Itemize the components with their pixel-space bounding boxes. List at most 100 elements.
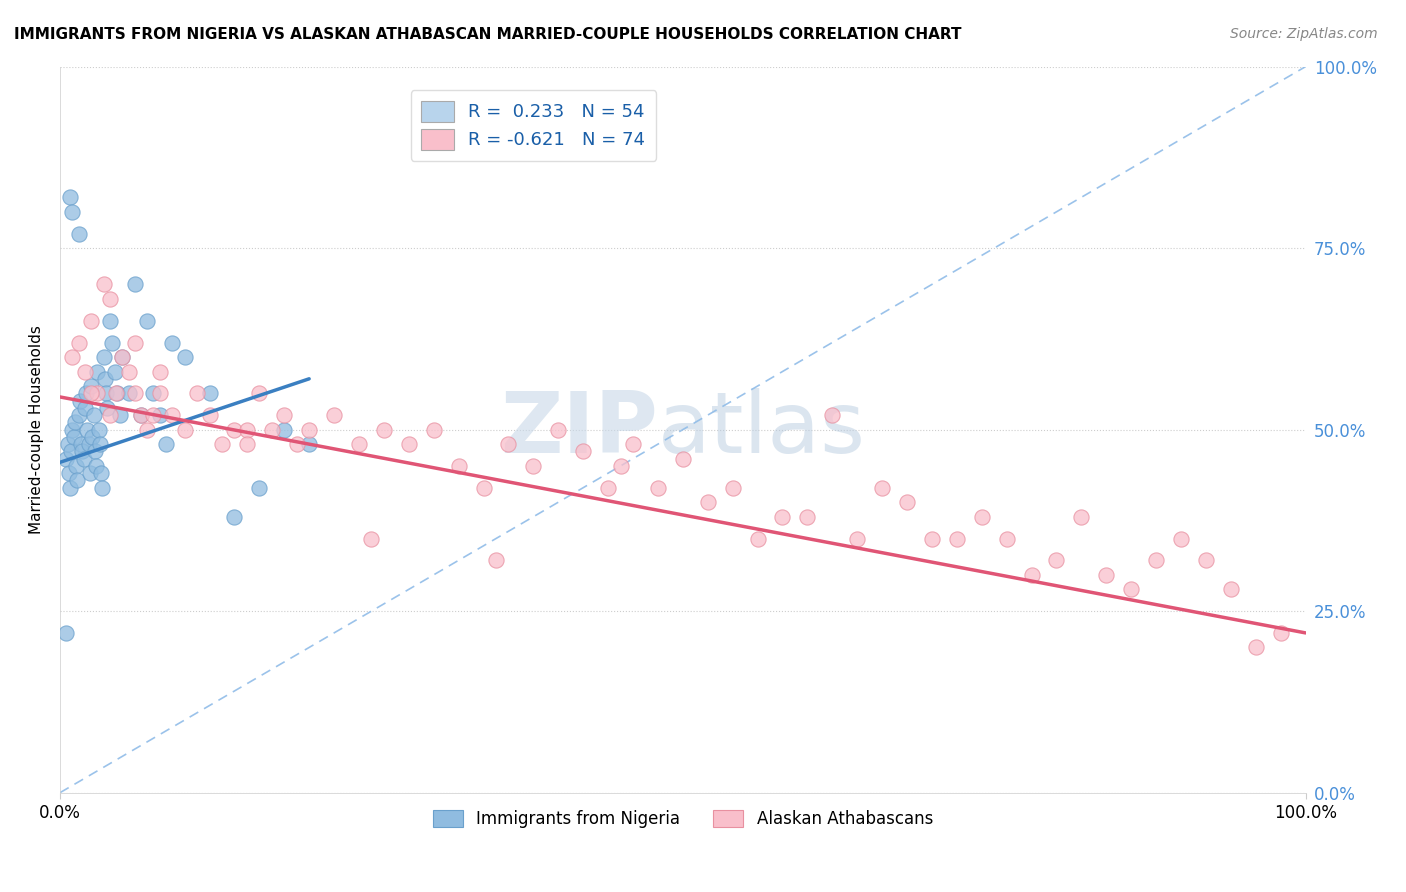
Point	[105, 386, 128, 401]
Text: ZIP: ZIP	[501, 388, 658, 471]
Point	[298, 437, 321, 451]
Point	[73, 365, 96, 379]
Point	[1021, 567, 1043, 582]
Point	[76, 423, 98, 437]
Point	[273, 423, 295, 437]
Point	[870, 481, 893, 495]
Point	[198, 386, 221, 401]
Point	[59, 190, 82, 204]
Point	[846, 532, 869, 546]
Point	[149, 365, 172, 379]
Point	[422, 423, 444, 437]
Point	[136, 423, 159, 437]
Point	[1121, 582, 1143, 597]
Point	[236, 423, 259, 437]
Point	[90, 466, 112, 480]
Point	[211, 437, 233, 451]
Text: IMMIGRANTS FROM NIGERIA VS ALASKAN ATHABASCAN MARRIED-COUPLE HOUSEHOLDS CORRELAT: IMMIGRANTS FROM NIGERIA VS ALASKAN ATHAB…	[14, 27, 962, 42]
Point	[921, 532, 943, 546]
Point	[1270, 626, 1292, 640]
Point	[398, 437, 420, 451]
Point	[117, 365, 139, 379]
Point	[98, 292, 121, 306]
Point	[173, 350, 195, 364]
Point	[1195, 553, 1218, 567]
Legend: Immigrants from Nigeria, Alaskan Athabascans: Immigrants from Nigeria, Alaskan Athabas…	[426, 804, 939, 835]
Point	[672, 451, 695, 466]
Point	[124, 335, 146, 350]
Point	[772, 509, 794, 524]
Point	[160, 335, 183, 350]
Point	[67, 408, 90, 422]
Point	[1070, 509, 1092, 524]
Point	[62, 204, 84, 219]
Point	[142, 386, 165, 401]
Point	[86, 386, 108, 401]
Point	[896, 495, 918, 509]
Point	[347, 437, 370, 451]
Point	[93, 350, 115, 364]
Point	[70, 437, 93, 451]
Point	[129, 408, 152, 422]
Point	[65, 458, 87, 473]
Point	[609, 458, 631, 473]
Point	[56, 437, 79, 451]
Point	[69, 393, 91, 408]
Point	[124, 386, 146, 401]
Point	[247, 386, 270, 401]
Point	[136, 314, 159, 328]
Point	[80, 386, 103, 401]
Point	[86, 365, 108, 379]
Point	[83, 408, 105, 422]
Point	[59, 481, 82, 495]
Text: atlas: atlas	[658, 388, 866, 471]
Point	[105, 386, 128, 401]
Point	[721, 481, 744, 495]
Point	[149, 408, 172, 422]
Point	[1045, 553, 1067, 567]
Point	[111, 350, 134, 364]
Point	[298, 423, 321, 437]
Point	[77, 437, 100, 451]
Point	[224, 423, 246, 437]
Point	[1219, 582, 1241, 597]
Point	[142, 408, 165, 422]
Point	[58, 466, 80, 480]
Point	[522, 458, 544, 473]
Point	[66, 474, 89, 488]
Point	[62, 430, 84, 444]
Point	[94, 386, 117, 401]
Point	[87, 423, 110, 437]
Point	[970, 509, 993, 524]
Point	[94, 372, 117, 386]
Point	[55, 626, 77, 640]
Point	[247, 481, 270, 495]
Point	[79, 466, 101, 480]
Point	[273, 408, 295, 422]
Point	[84, 458, 107, 473]
Point	[236, 437, 259, 451]
Y-axis label: Married-couple Households: Married-couple Households	[30, 326, 44, 534]
Point	[995, 532, 1018, 546]
Text: Source: ZipAtlas.com: Source: ZipAtlas.com	[1230, 27, 1378, 41]
Point	[60, 444, 83, 458]
Point	[173, 423, 195, 437]
Point	[946, 532, 969, 546]
Point	[572, 444, 595, 458]
Point	[62, 350, 84, 364]
Point	[82, 430, 104, 444]
Point	[186, 386, 208, 401]
Point	[1144, 553, 1167, 567]
Point	[160, 408, 183, 422]
Point	[84, 444, 107, 458]
Point	[108, 408, 131, 422]
Point	[91, 481, 114, 495]
Point	[472, 481, 495, 495]
Point	[104, 365, 127, 379]
Point	[80, 314, 103, 328]
Point	[72, 444, 94, 458]
Point	[101, 335, 124, 350]
Point	[89, 437, 111, 451]
Point	[67, 227, 90, 241]
Point	[285, 437, 308, 451]
